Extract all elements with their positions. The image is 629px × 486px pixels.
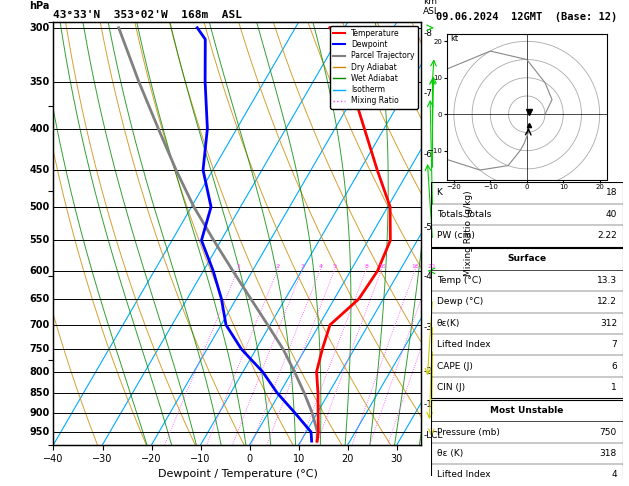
Text: -6: -6: [423, 150, 432, 158]
Text: CAPE (J): CAPE (J): [437, 362, 472, 371]
Text: 700: 700: [30, 320, 50, 330]
Text: 650: 650: [30, 294, 50, 304]
Text: 2.22: 2.22: [597, 231, 617, 241]
Text: -3: -3: [423, 323, 432, 332]
Text: 750: 750: [30, 344, 50, 354]
Text: 950: 950: [30, 427, 50, 437]
Text: 6: 6: [611, 362, 617, 371]
Text: Mixing Ratio (g/kg): Mixing Ratio (g/kg): [464, 191, 473, 276]
Text: 20: 20: [428, 264, 436, 269]
Text: 09.06.2024  12GMT  (Base: 12): 09.06.2024 12GMT (Base: 12): [436, 12, 618, 22]
Text: 1: 1: [611, 383, 617, 392]
Text: 750: 750: [599, 428, 617, 436]
Text: θε(K): θε(K): [437, 319, 460, 328]
Text: 350: 350: [30, 77, 50, 87]
Text: 600: 600: [30, 266, 50, 276]
Text: 312: 312: [600, 319, 617, 328]
Text: -2: -2: [423, 367, 432, 376]
Text: Pressure (mb): Pressure (mb): [437, 428, 499, 436]
Text: Temp (°C): Temp (°C): [437, 276, 481, 285]
Text: Dewp (°C): Dewp (°C): [437, 297, 483, 306]
Text: 800: 800: [30, 367, 50, 377]
Text: -4: -4: [423, 272, 432, 281]
Text: 5: 5: [333, 264, 337, 269]
Text: Lifted Index: Lifted Index: [437, 340, 490, 349]
Text: 450: 450: [30, 165, 50, 175]
Text: 12.2: 12.2: [597, 297, 617, 306]
Text: 43°33'N  353°02'W  168m  ASL: 43°33'N 353°02'W 168m ASL: [53, 10, 242, 20]
Text: 900: 900: [30, 408, 50, 418]
Text: 8: 8: [364, 264, 368, 269]
Text: Totals Totals: Totals Totals: [437, 210, 491, 219]
Text: -LCL: -LCL: [423, 431, 443, 440]
Text: -8: -8: [423, 29, 432, 38]
Text: 318: 318: [599, 449, 617, 458]
Text: 7: 7: [611, 340, 617, 349]
Text: 4: 4: [611, 470, 617, 480]
Text: CIN (J): CIN (J): [437, 383, 465, 392]
Text: Most Unstable: Most Unstable: [490, 406, 564, 415]
Text: Surface: Surface: [507, 254, 547, 263]
Text: 13.3: 13.3: [597, 276, 617, 285]
Text: -5: -5: [423, 223, 432, 232]
Text: 10: 10: [378, 264, 386, 269]
Text: 400: 400: [30, 123, 50, 134]
Text: 40: 40: [606, 210, 617, 219]
Text: 300: 300: [30, 23, 50, 33]
Text: PW (cm): PW (cm): [437, 231, 474, 241]
Text: Lifted Index: Lifted Index: [437, 470, 490, 480]
Legend: Temperature, Dewpoint, Parcel Trajectory, Dry Adiabat, Wet Adiabat, Isotherm, Mi: Temperature, Dewpoint, Parcel Trajectory…: [330, 26, 418, 108]
Text: kt: kt: [450, 35, 459, 43]
Text: -7: -7: [423, 89, 432, 98]
Text: 18: 18: [606, 189, 617, 197]
Text: θε (K): θε (K): [437, 449, 463, 458]
Text: 3: 3: [301, 264, 304, 269]
X-axis label: Dewpoint / Temperature (°C): Dewpoint / Temperature (°C): [157, 469, 318, 479]
Text: 550: 550: [30, 235, 50, 245]
Text: 1: 1: [237, 264, 240, 269]
Text: K: K: [437, 189, 442, 197]
Text: -1: -1: [423, 400, 432, 409]
Text: 4: 4: [318, 264, 323, 269]
Text: 16: 16: [411, 264, 420, 269]
Bar: [431, 248, 623, 399]
Text: km
ASL: km ASL: [423, 0, 440, 16]
Bar: [431, 400, 623, 486]
Text: 2: 2: [276, 264, 280, 269]
Text: 850: 850: [30, 388, 50, 398]
Text: 500: 500: [30, 202, 50, 212]
Bar: [431, 182, 623, 246]
Text: hPa: hPa: [30, 1, 50, 11]
